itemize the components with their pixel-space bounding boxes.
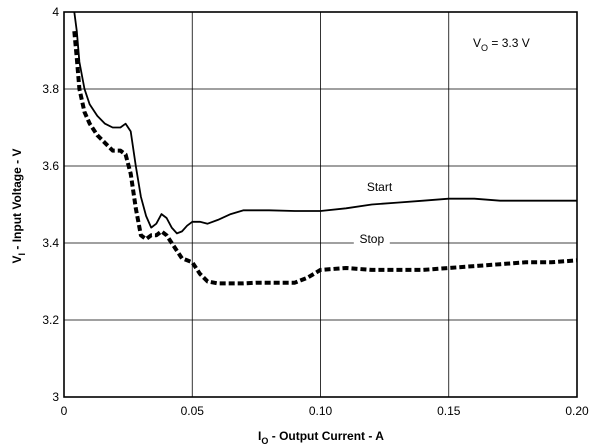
series-layer <box>72 11 578 286</box>
y-tick-label: 3 <box>52 390 59 404</box>
series-label-start: Start <box>367 180 393 194</box>
x-tick-label: 0.10 <box>309 404 333 418</box>
y-tick-label: 3.6 <box>42 159 59 173</box>
y-tick-label: 4 <box>52 5 59 19</box>
output-voltage-annotation: VO = 3.3 V <box>473 36 530 53</box>
x-axis-title: IO - Output Current - A <box>258 429 384 446</box>
series-line-stop <box>72 31 578 286</box>
series-labels: Start Stop <box>353 180 393 248</box>
plot-frame <box>63 11 578 398</box>
y-tick-labels: 3 3.2 3.4 3.6 3.8 4 <box>42 5 59 404</box>
x-tick-label: 0.20 <box>565 404 589 418</box>
y-tick-label: 3.4 <box>42 236 59 250</box>
x-tick-label: 0.05 <box>181 404 205 418</box>
plot-border <box>63 11 578 398</box>
y-tick-label: 3.8 <box>42 82 59 96</box>
y-axis-title: VI - Input Voltage - V <box>10 149 27 264</box>
x-tick-label: 0 <box>61 404 68 418</box>
x-tick-label: 0.15 <box>437 404 461 418</box>
series-label-stop: Stop <box>359 232 384 246</box>
stop-label-background <box>353 233 390 248</box>
series-line-start <box>73 11 577 235</box>
y-tick-label: 3.2 <box>42 313 59 327</box>
grid <box>64 12 577 397</box>
x-tick-labels: 0 0.05 0.10 0.15 0.20 <box>61 404 589 418</box>
